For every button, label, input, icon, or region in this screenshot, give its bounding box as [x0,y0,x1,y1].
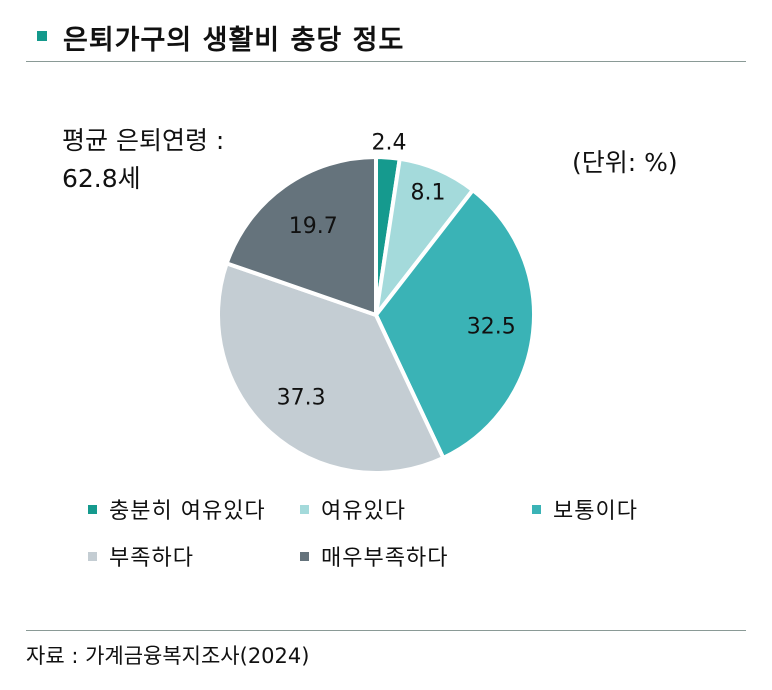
chart-title: 은퇴가구의 생활비 충당 정도 [63,25,405,56]
unit-label: (단위: %) [572,148,678,177]
slice-value-label-4: 37.3 [277,385,326,410]
pie-slice-5 [224,155,378,317]
title-square-icon [37,31,47,41]
slice-value-label-1: 2.4 [372,131,407,156]
source-divider [26,630,746,631]
average-retirement-age-label: 평균 은퇴연령 : 62.8세 [62,126,225,193]
slice-value-label-3: 32.5 [467,315,516,340]
slice-value-label-2: 8.1 [411,181,446,206]
title-bar: 은퇴가구의 생활비 충당 정도 [0,0,772,62]
title-divider [26,61,746,62]
pie-slice-3 [374,188,536,460]
source-note: 자료 : 가계금융복지조사(2024) [26,644,310,668]
slice-value-label-5: 19.7 [289,214,338,239]
pie-slice-4 [216,261,446,475]
